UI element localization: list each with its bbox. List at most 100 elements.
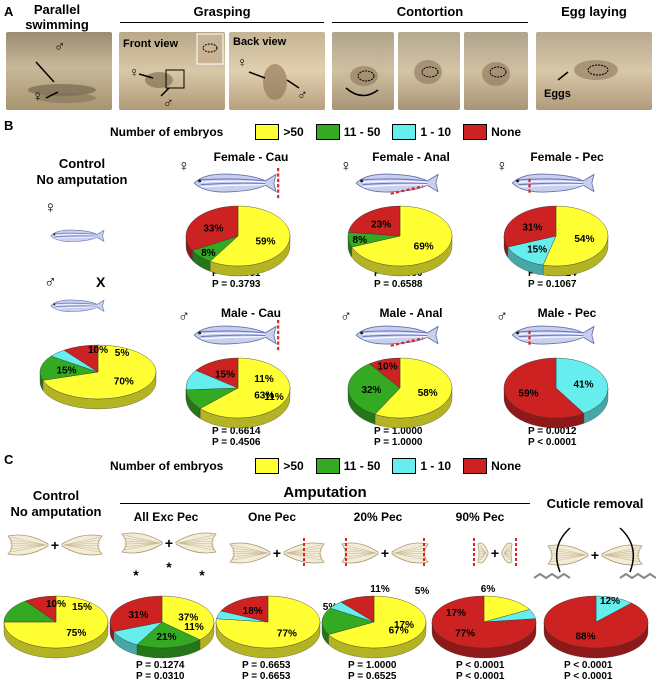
pie-data-label: 15% xyxy=(527,244,547,255)
legend-title: Number of embryos xyxy=(110,125,224,139)
amputation-title: Amputation xyxy=(283,484,367,501)
photo-contortion-2 xyxy=(398,32,460,110)
fish-stripe xyxy=(200,336,266,340)
photo-contortion-1 xyxy=(332,32,394,110)
fin-shape xyxy=(501,542,513,564)
back-view-label: Back view xyxy=(233,36,287,48)
legend-swatch xyxy=(392,124,417,140)
fin-shape xyxy=(121,532,163,554)
pie-data-label: 31% xyxy=(522,223,542,234)
cuticle-icon xyxy=(533,572,571,580)
pvalues-all-exc-pec: P = 0.1274 P = 0.0310 xyxy=(136,660,185,682)
fin-ray xyxy=(285,550,323,554)
pie-slice xyxy=(542,205,609,267)
fin-ray xyxy=(549,554,587,560)
legend-label: 11 - 50 xyxy=(343,459,381,473)
pie-slice xyxy=(555,357,609,414)
pvalues-one-pec: P = 0.6653 P = 0.6653 xyxy=(242,660,291,682)
pectoral-fins-icon: + xyxy=(533,527,656,580)
zebrafish-icon xyxy=(511,325,595,346)
legend-swatch xyxy=(255,124,280,140)
fin-ray xyxy=(343,550,377,554)
zebrafish-icon xyxy=(50,299,105,312)
fin-ray xyxy=(479,552,487,558)
male-symbol: ♂ xyxy=(163,94,174,110)
pie-chart: 67%17% 5% 11% xyxy=(321,584,429,659)
pie-slice xyxy=(348,205,401,237)
pie-data-label: 18% xyxy=(243,606,263,617)
fin-shape xyxy=(601,544,643,566)
fin-ray xyxy=(123,540,161,544)
plus-sign: + xyxy=(165,535,173,551)
photo-parallel-swimming: ♂ ♀ xyxy=(6,32,112,110)
pie-chart: 63%11%11%15% xyxy=(185,357,291,429)
fish-eye xyxy=(198,331,202,335)
fin-icon xyxy=(61,534,103,556)
fin-ray xyxy=(549,549,587,556)
pie-slice xyxy=(3,595,109,649)
arrow-icon xyxy=(555,527,571,573)
legend-b: Number of embryos >50 11 - 50 1 - 10 Non… xyxy=(110,124,521,140)
fin-ray xyxy=(231,544,269,554)
pvalues-20-pec: P = 1.0000 P = 0.6525 xyxy=(348,660,397,682)
panel-c-letter: C xyxy=(4,452,14,467)
title-parallel-swimming: Parallel swimming xyxy=(25,2,89,32)
pie-data-label: 11% xyxy=(184,622,204,633)
pie-chart: 54% 15% 31% xyxy=(503,205,609,277)
title-grasping: Grasping xyxy=(193,4,251,19)
legend-label: >50 xyxy=(283,125,304,139)
legend-c: Number of embryos >50 11 - 50 1 - 10 Non… xyxy=(110,458,521,474)
fin-ray xyxy=(343,547,377,554)
male-symbol: ♂ xyxy=(297,86,308,102)
fin-ray xyxy=(393,552,427,558)
fin-ray xyxy=(479,544,487,554)
pectoral-fins-icon: + xyxy=(229,538,325,568)
fin-icon xyxy=(477,542,489,564)
pie-slice xyxy=(328,595,427,649)
fin-ray xyxy=(603,554,641,560)
pie-data-label: 17% xyxy=(446,608,466,619)
fin-ray xyxy=(503,552,511,555)
eggs-label: Eggs xyxy=(544,88,571,100)
pie-data-label: 31% xyxy=(128,610,148,621)
fin-ray xyxy=(123,542,161,551)
pie-data-label: 6% xyxy=(481,584,496,595)
pie-slice xyxy=(503,205,557,248)
pie-data-label: 77% xyxy=(455,629,475,640)
photo-egg-laying: Eggs xyxy=(536,32,652,110)
legend-label: None xyxy=(491,459,522,473)
pectoral-fins-icon: + xyxy=(341,538,429,568)
control-title-c: Control No amputation xyxy=(10,488,102,519)
fin-ray xyxy=(343,552,377,558)
legend-swatch xyxy=(463,458,488,474)
male-symbol: ♂ xyxy=(340,308,352,325)
cuticle-title: Cuticle removal xyxy=(546,496,644,511)
fin-ray xyxy=(63,536,101,546)
fin-icon xyxy=(501,542,513,564)
pie-data-label: 67% xyxy=(389,625,409,636)
fin-icon xyxy=(601,544,643,566)
fish-stripe xyxy=(518,330,584,334)
fish-eye xyxy=(53,233,56,236)
fish-eye xyxy=(360,331,364,335)
fin-ray xyxy=(63,542,101,546)
fish-eye xyxy=(360,179,364,183)
plus-sign: + xyxy=(591,547,599,563)
fish-stripe xyxy=(200,184,266,188)
fish-stripe xyxy=(362,178,428,182)
fin-ray xyxy=(503,544,511,554)
fin-icon xyxy=(547,544,589,566)
pie-data-label: 11% xyxy=(264,392,284,403)
asterisk: * xyxy=(199,567,205,583)
pie-chart: 70% 15% 5% 10% xyxy=(39,344,157,410)
pie-slice xyxy=(347,363,401,415)
fish-stripe xyxy=(362,336,428,340)
amputation-underline xyxy=(120,503,530,504)
fin-ray xyxy=(343,544,377,554)
arrow-icon xyxy=(619,527,635,573)
female-symbol: ♀ xyxy=(496,158,508,175)
male-symbol: ♂ xyxy=(496,308,508,325)
fin-icon xyxy=(229,542,271,564)
legend-item: 11 - 50 xyxy=(315,124,380,140)
pie-slice xyxy=(109,595,163,632)
